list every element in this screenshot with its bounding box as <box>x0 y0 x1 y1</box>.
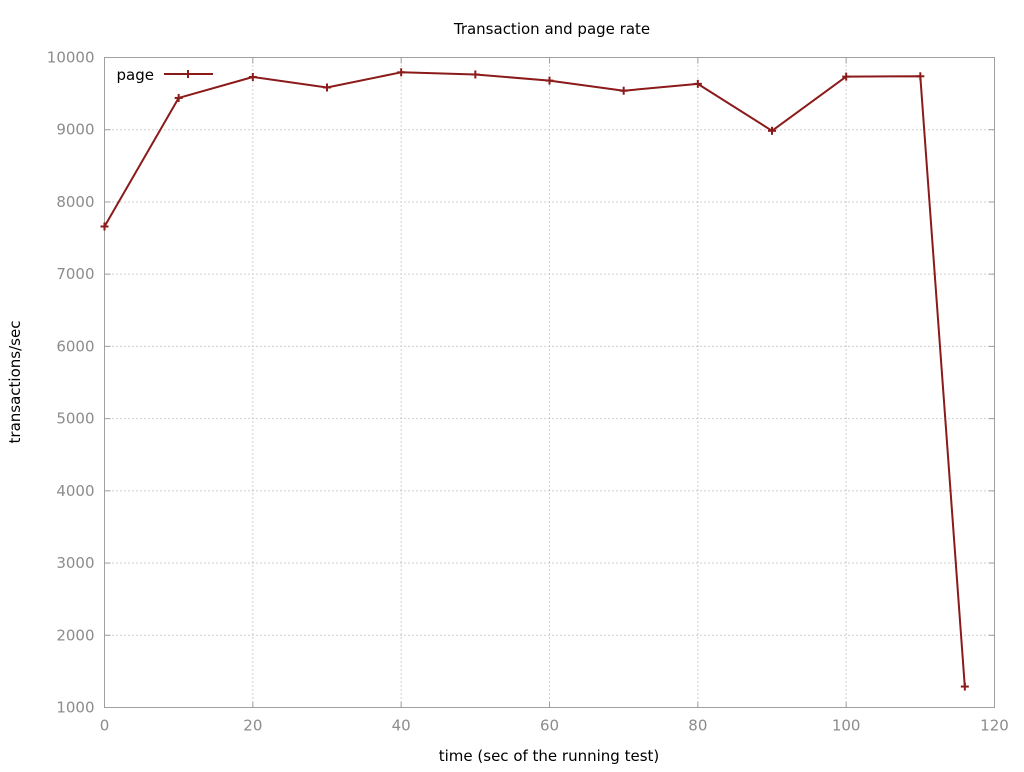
y-tick-label: 8000 <box>56 193 94 211</box>
legend: page <box>117 66 213 84</box>
data-point-marker <box>248 73 257 81</box>
y-tick-label: 5000 <box>56 410 94 428</box>
series-layer <box>100 68 969 691</box>
x-tick-label: 120 <box>980 717 1009 735</box>
legend-label: page <box>117 66 154 84</box>
y-tick-label: 3000 <box>56 554 94 572</box>
data-point-marker <box>619 86 628 95</box>
legend-marker <box>184 70 192 78</box>
data-point-marker <box>323 83 331 92</box>
data-point-marker <box>471 70 480 79</box>
y-tick-label: 2000 <box>56 626 94 644</box>
data-point-marker <box>693 79 702 88</box>
x-tick-label: 80 <box>688 717 707 735</box>
y-axis-label: transactions/sec <box>6 321 24 444</box>
data-point-marker <box>174 93 183 102</box>
x-tick-label: 60 <box>540 717 559 735</box>
x-axis-label: time (sec of the running test) <box>439 747 660 765</box>
data-point-marker <box>768 126 776 135</box>
data-point-marker <box>397 68 406 77</box>
tick-layer: 0 20 40 60 80 100 120 1000 2000 3000 4000 5000 6000 7… <box>47 49 1009 735</box>
x-tick-label: 0 <box>100 717 110 735</box>
x-tick-label: 20 <box>243 717 262 735</box>
data-point-marker <box>916 72 925 81</box>
y-tick-label: 9000 <box>56 121 94 139</box>
y-tick-label: 7000 <box>56 265 94 283</box>
series-line <box>103 71 966 687</box>
x-tick-label: 100 <box>832 717 861 735</box>
grid-layer <box>104 57 995 708</box>
data-point-marker <box>960 682 969 691</box>
y-tick-label: 1000 <box>56 699 94 717</box>
y-tick-label: 4000 <box>56 482 94 500</box>
y-tick-label: 10000 <box>47 49 95 67</box>
data-point-marker <box>545 76 554 85</box>
y-tick-label: 6000 <box>56 337 94 355</box>
data-point-marker <box>100 222 109 231</box>
chart-title: Transaction and page rate <box>453 20 650 38</box>
data-point-marker <box>842 72 851 81</box>
x-tick-label: 40 <box>392 717 411 735</box>
